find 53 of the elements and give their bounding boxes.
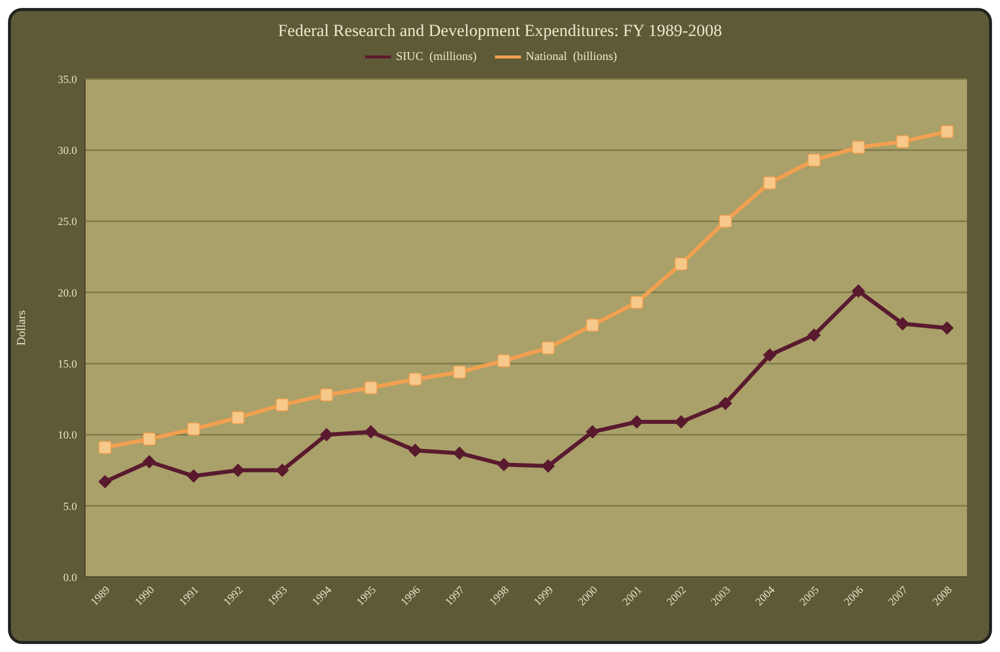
point bbox=[674, 257, 688, 270]
point bbox=[231, 411, 244, 424]
point bbox=[718, 214, 732, 228]
point bbox=[586, 425, 599, 438]
point bbox=[763, 348, 776, 362]
y-tick-label: 5.0 bbox=[63, 500, 78, 513]
point bbox=[940, 125, 954, 138]
x-tick-label: 1991 bbox=[177, 584, 202, 608]
point bbox=[497, 458, 510, 472]
point bbox=[852, 284, 865, 298]
y-tick-label: 20.0 bbox=[58, 287, 78, 300]
point bbox=[718, 396, 732, 410]
point bbox=[674, 415, 688, 428]
point bbox=[320, 428, 334, 442]
y-tick-label: 35.0 bbox=[58, 74, 78, 86]
point bbox=[408, 372, 422, 386]
point bbox=[453, 446, 466, 460]
y-tick-label: 15.0 bbox=[58, 358, 78, 370]
point bbox=[630, 296, 644, 309]
point bbox=[142, 455, 156, 468]
point bbox=[453, 366, 466, 379]
point bbox=[364, 425, 378, 438]
point bbox=[276, 464, 289, 477]
y-tick-label: 10.0 bbox=[58, 430, 78, 442]
point bbox=[320, 388, 334, 402]
point bbox=[497, 354, 510, 368]
legend-label: National (billions) bbox=[526, 49, 617, 64]
point bbox=[408, 444, 422, 457]
y-tick-label: 0.0 bbox=[63, 572, 78, 584]
point bbox=[630, 415, 644, 428]
point bbox=[586, 318, 599, 332]
point bbox=[364, 381, 378, 394]
point bbox=[542, 460, 555, 473]
point bbox=[808, 154, 821, 167]
y-tick-label: 25.0 bbox=[58, 216, 78, 228]
point bbox=[896, 317, 910, 330]
point bbox=[187, 469, 200, 482]
y-axis-title: Dollars bbox=[14, 310, 28, 346]
chart-title: Federal Research and Development Expenditures: FY 1989-2008 bbox=[276, 20, 724, 42]
point bbox=[896, 135, 910, 148]
point bbox=[98, 475, 112, 488]
point bbox=[852, 140, 865, 154]
point bbox=[542, 341, 555, 354]
y-tick-label: 30.0 bbox=[58, 145, 78, 158]
point bbox=[276, 398, 289, 412]
legend-label: SIUC (millions) bbox=[396, 49, 477, 64]
point bbox=[142, 432, 156, 446]
point bbox=[763, 176, 776, 190]
point bbox=[187, 422, 200, 436]
point bbox=[98, 441, 112, 454]
point bbox=[940, 322, 954, 334]
point bbox=[808, 328, 821, 342]
point bbox=[231, 464, 244, 477]
